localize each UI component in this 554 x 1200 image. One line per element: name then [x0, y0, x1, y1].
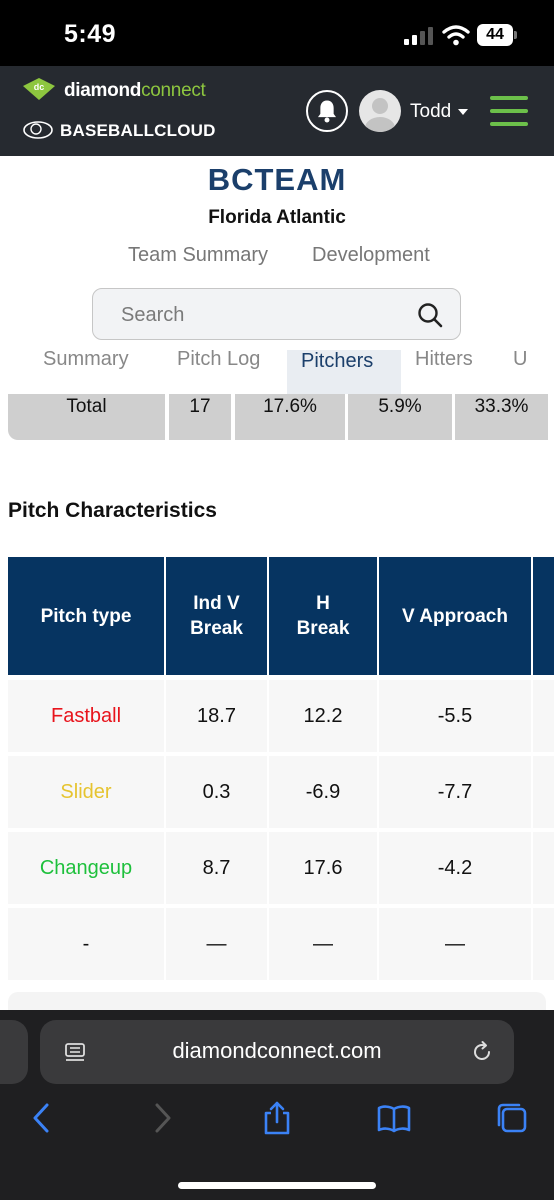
bell-icon [317, 100, 337, 123]
brand-primary: diamond [64, 80, 142, 101]
brand-secondary: connect [141, 80, 206, 101]
user-menu-name[interactable]: Todd [410, 101, 452, 122]
status-bar: 5:49 44 [0, 0, 554, 66]
search-icon[interactable] [417, 302, 443, 328]
share-icon[interactable] [259, 1100, 295, 1136]
totals-value: 5.9% [348, 394, 452, 440]
table-cell: 17.6 [269, 832, 377, 904]
search-input[interactable] [121, 301, 401, 329]
url-text[interactable]: diamondconnect.com [172, 1038, 382, 1063]
avatar[interactable] [359, 90, 401, 132]
forward-icon[interactable] [144, 1100, 180, 1136]
column-header: Pitch type [8, 557, 164, 675]
table-cell: 0.3 [166, 756, 267, 828]
tab-pitchers[interactable]: Pitchers [287, 350, 401, 394]
tab-more[interactable]: U [513, 350, 528, 370]
totals-value: 17.6% [235, 394, 345, 440]
tab-hitters[interactable]: Hitters [415, 350, 473, 370]
pitch-type-fastball: Fastball [8, 680, 164, 752]
battery-icon: 44 [477, 24, 513, 46]
table-cell: — [269, 908, 377, 980]
page-title: BCTEAM [207, 162, 347, 197]
pitch-characteristics-table: Pitch type Ind V Break H Break V Approac… [8, 557, 554, 980]
tab-summary[interactable]: Summary [43, 350, 129, 370]
bookmarks-icon[interactable] [376, 1100, 412, 1136]
brand-name[interactable]: diamondconnect [64, 80, 206, 102]
back-icon[interactable] [24, 1100, 60, 1136]
previous-tab-pill[interactable] [0, 1020, 28, 1084]
table-cell: 12.2 [269, 680, 377, 752]
dc-logo-text: dc [34, 82, 45, 92]
team-school: Florida Atlantic [208, 207, 346, 228]
pitch-type-empty: - [8, 908, 164, 980]
partner-name: BASEBALLCLOUD [60, 121, 216, 140]
wifi-icon [442, 25, 470, 46]
notifications-button[interactable] [306, 90, 348, 132]
tabs-icon[interactable] [494, 1100, 530, 1136]
reload-icon[interactable] [470, 1040, 494, 1064]
totals-row: Total 17 17.6% 5.9% 33.3% [8, 394, 554, 440]
chevron-down-icon[interactable] [458, 109, 468, 115]
pitch-type-changeup: Changeup [8, 832, 164, 904]
table-cell: -7.7 [379, 756, 531, 828]
totals-label: Total [8, 394, 165, 440]
table-cell-partial [533, 908, 554, 980]
tab-development[interactable]: Development [312, 244, 430, 266]
totals-value: 33.3% [455, 394, 548, 440]
address-bar[interactable]: diamondconnect.com [40, 1020, 514, 1084]
section-tabs: Summary Pitch Log Pitchers Hitters U [0, 350, 554, 394]
table-cell: 8.7 [166, 832, 267, 904]
column-header: H Break [269, 557, 377, 675]
table-cell: 18.7 [166, 680, 267, 752]
totals-value: 17 [169, 394, 231, 440]
table-cell: — [379, 908, 531, 980]
tab-team-summary[interactable]: Team Summary [128, 244, 269, 266]
diamondconnect-logo-icon[interactable]: dc [22, 77, 56, 101]
signal-icon [404, 27, 434, 45]
table-cell: -5.5 [379, 680, 531, 752]
table-cell-partial [533, 680, 554, 752]
user-avatar-icon [365, 98, 395, 132]
search-box[interactable] [92, 288, 461, 340]
app-header: dc diamondconnect BASEBALLCLOUD Todd [0, 66, 554, 156]
table-cell-partial [533, 756, 554, 828]
browser-toolbar: diamondconnect.com [0, 1010, 554, 1200]
table-cell-partial [533, 832, 554, 904]
column-header: Ind V Break [166, 557, 267, 675]
table-cell: -4.2 [379, 832, 531, 904]
reader-icon[interactable] [64, 1042, 86, 1064]
battery-nub [514, 31, 517, 39]
table-cell: — [166, 908, 267, 980]
tab-pitch-log[interactable]: Pitch Log [177, 350, 261, 370]
column-header: V Approach [379, 557, 531, 675]
section-title: Pitch Characteristics [8, 499, 217, 522]
baseballcloud-logo-icon [23, 121, 53, 139]
table-cell: -6.9 [269, 756, 377, 828]
column-header-partial [533, 557, 554, 675]
status-time: 5:49 [64, 20, 117, 48]
pitch-type-slider: Slider [8, 756, 164, 828]
menu-button[interactable] [490, 96, 528, 128]
home-indicator [178, 1182, 376, 1189]
